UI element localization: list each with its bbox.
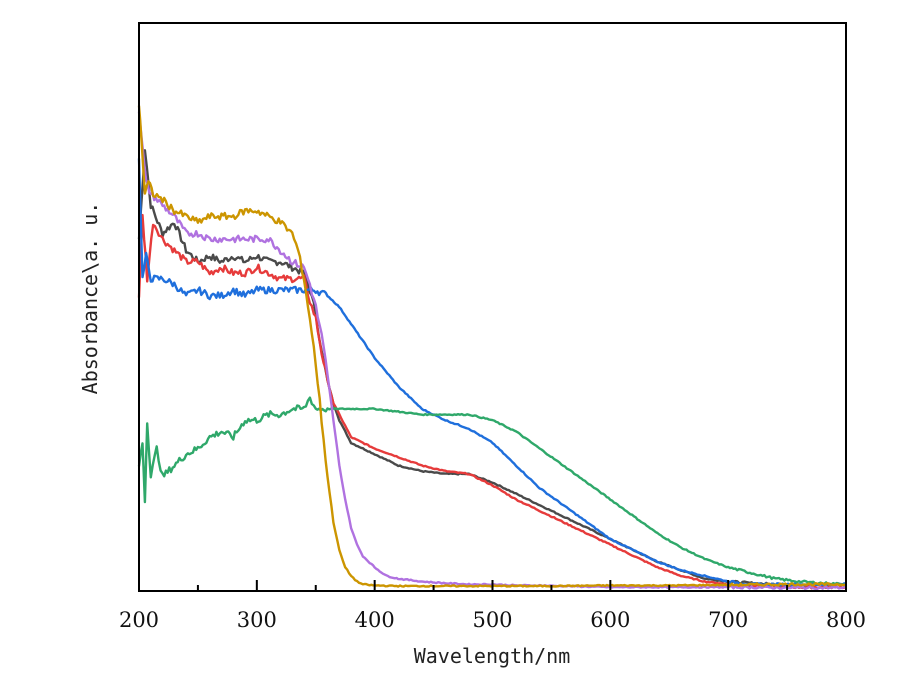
- plot-frame: [138, 22, 847, 592]
- series-line-black: [137, 149, 847, 587]
- y-axis-title: Absorbance\a. u.: [78, 202, 102, 395]
- x-tick-label: 500: [472, 608, 512, 632]
- x-axis-title: Wavelength/nm: [414, 644, 571, 668]
- x-tick-label: 600: [590, 608, 630, 632]
- series-line-purple: [137, 111, 847, 591]
- x-ticks: [196, 580, 789, 591]
- series-line-blue: [137, 158, 847, 587]
- x-tick-label: 300: [237, 608, 277, 632]
- series-layer: [137, 105, 847, 591]
- x-tick-labels: 200 300 400 500 600 700 800: [119, 608, 866, 632]
- series-line-green: [137, 396, 847, 587]
- series-line-gold: [137, 105, 847, 588]
- x-tick-label: 200: [119, 608, 159, 632]
- x-tick-label: 400: [355, 608, 395, 632]
- x-tick-label: 700: [708, 608, 748, 632]
- series-line-red: [137, 213, 847, 590]
- x-tick-label: 800: [826, 608, 866, 632]
